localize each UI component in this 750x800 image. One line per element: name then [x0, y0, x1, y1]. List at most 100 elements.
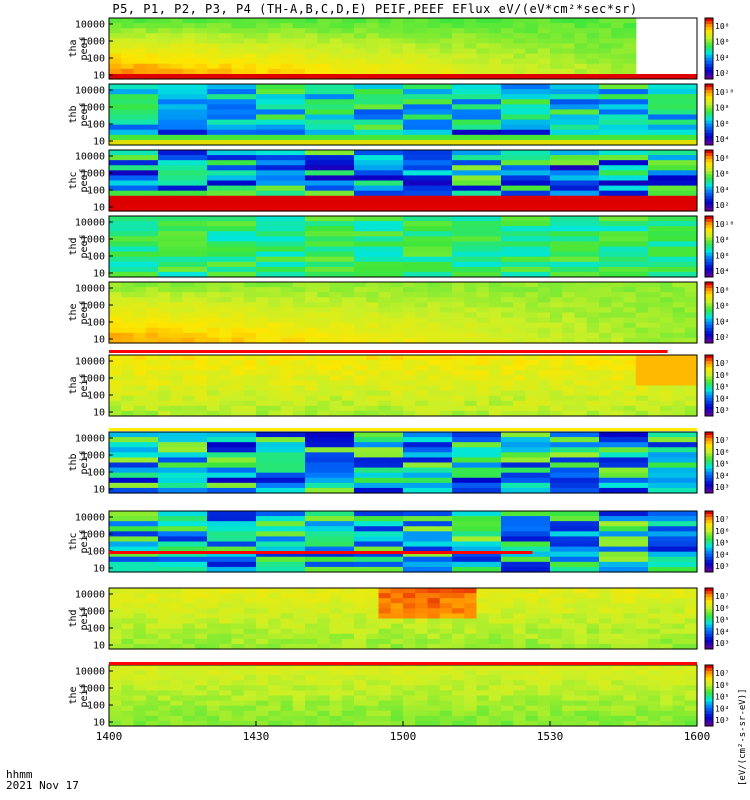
- spectrogram-cell: [684, 561, 698, 568]
- spectrogram-cell: [403, 556, 416, 563]
- spectrogram-cell: [194, 566, 208, 573]
- spectrogram-cell: [488, 216, 502, 222]
- spectrogram-cell: [439, 104, 453, 111]
- spectrogram-cell: [488, 282, 502, 288]
- spectrogram-cell: [452, 43, 465, 50]
- colorbar-segment: [705, 93, 713, 97]
- spectrogram-cell: [439, 18, 453, 24]
- spectrogram-cell: [268, 226, 282, 232]
- colorbar-tick-label: 10⁸: [715, 154, 729, 163]
- colorbar-segment: [705, 72, 713, 77]
- spectrogram-cell: [403, 380, 416, 387]
- spectrogram-cell: [635, 226, 649, 232]
- spectrogram-cell: [341, 442, 355, 448]
- spectrogram-cell: [158, 231, 171, 237]
- spectrogram-cell: [660, 561, 674, 568]
- spectrogram-cell: [660, 355, 674, 361]
- spectrogram-cell: [684, 317, 698, 324]
- spectrogram-cell: [390, 99, 404, 105]
- spectrogram-cell: [207, 302, 220, 309]
- spectrogram-cell: [219, 337, 233, 344]
- spectrogram-cell: [415, 561, 429, 568]
- spectrogram-cell: [280, 216, 294, 222]
- spectrogram-cell: [684, 84, 698, 90]
- spectrogram-cell: [574, 165, 588, 171]
- colorbar-segment: [705, 114, 713, 119]
- spectrogram-cell: [464, 134, 478, 141]
- spectrogram-cell: [121, 355, 135, 361]
- spectrogram-cell: [366, 410, 380, 417]
- spectrogram-cell: [280, 536, 294, 543]
- spectrogram-cell: [256, 38, 269, 45]
- spectrogram-cell: [439, 287, 453, 293]
- spectrogram-cell: [121, 109, 135, 116]
- spectrogram-cell: [292, 216, 306, 222]
- spectrogram-cell: [341, 437, 355, 443]
- spectrogram-cell: [317, 365, 331, 371]
- spectrogram-cell: [268, 566, 282, 573]
- spectrogram-cell: [464, 200, 478, 207]
- spectrogram-cell: [415, 28, 429, 34]
- spectrogram-cell: [611, 18, 625, 24]
- spectrogram-cell: [574, 63, 588, 70]
- spectrogram-cell: [145, 33, 159, 39]
- spectrogram-cell: [476, 261, 490, 268]
- colorbar-segment: [705, 409, 713, 414]
- spectrogram-cell: [390, 256, 404, 263]
- spectrogram-cell: [403, 405, 416, 412]
- spectrogram-cell: [182, 63, 196, 70]
- spectrogram-cell: [574, 246, 588, 253]
- spectrogram-cell: [158, 613, 171, 620]
- spectrogram-cell: [341, 48, 355, 55]
- spectrogram-cell: [121, 38, 135, 45]
- spectrogram-cell: [403, 38, 416, 45]
- spectrogram-cell: [488, 33, 502, 39]
- spectrogram-cell: [611, 200, 625, 207]
- spectrogram-cell: [537, 536, 551, 543]
- spectrogram-cell: [439, 63, 453, 70]
- spectrogram-cell: [121, 266, 135, 273]
- spectrogram-cell: [268, 155, 282, 161]
- spectrogram-cell: [329, 200, 343, 207]
- spectrogram-cell: [476, 282, 490, 288]
- spectrogram-cell: [354, 89, 367, 95]
- spectrogram-cell: [464, 566, 478, 573]
- spectrogram-cell: [305, 195, 318, 202]
- spectrogram-cell: [427, 68, 441, 75]
- spectrogram-cell: [329, 185, 343, 192]
- spectrogram-cell: [525, 124, 539, 131]
- spectrogram-cell: [513, 99, 527, 105]
- spectrogram-cell: [170, 643, 184, 650]
- spectrogram-cell: [550, 546, 563, 553]
- spectrogram-cell: [109, 256, 122, 263]
- spectrogram-cell: [550, 457, 563, 464]
- spectrogram-cell: [525, 317, 539, 324]
- spectrogram-cell: [415, 271, 429, 278]
- spectrogram-cell: [354, 282, 367, 288]
- spectrogram-cell: [476, 365, 490, 371]
- spectrogram-cell: [623, 551, 637, 558]
- colorbar-segment: [705, 180, 713, 185]
- spectrogram-cell: [158, 226, 171, 232]
- spectrogram-cell: [170, 261, 184, 268]
- spectrogram-cell: [476, 302, 490, 309]
- spectrogram-cell: [158, 104, 171, 111]
- spectrogram-cell: [292, 261, 306, 268]
- spectrogram-cell: [280, 337, 294, 344]
- spectrogram-cell: [317, 355, 331, 361]
- spectrogram-cell: [452, 119, 465, 126]
- spectrogram-cell: [635, 129, 649, 136]
- spectrogram-cell: [366, 251, 380, 258]
- spectrogram-cell: [231, 226, 245, 232]
- spectrogram-cell: [672, 410, 686, 417]
- spectrogram-cell: [537, 246, 551, 253]
- spectrogram-cell: [268, 33, 282, 39]
- spectrogram-cell: [329, 150, 343, 156]
- spectrogram-cell: [243, 104, 257, 111]
- spectrogram-cell: [182, 307, 196, 314]
- spectrogram-cell: [280, 516, 294, 522]
- spectrogram-cell: [341, 541, 355, 548]
- spectrogram-cell: [292, 472, 306, 479]
- spectrogram-cell: [133, 99, 147, 105]
- spectrogram-cell: [611, 221, 625, 227]
